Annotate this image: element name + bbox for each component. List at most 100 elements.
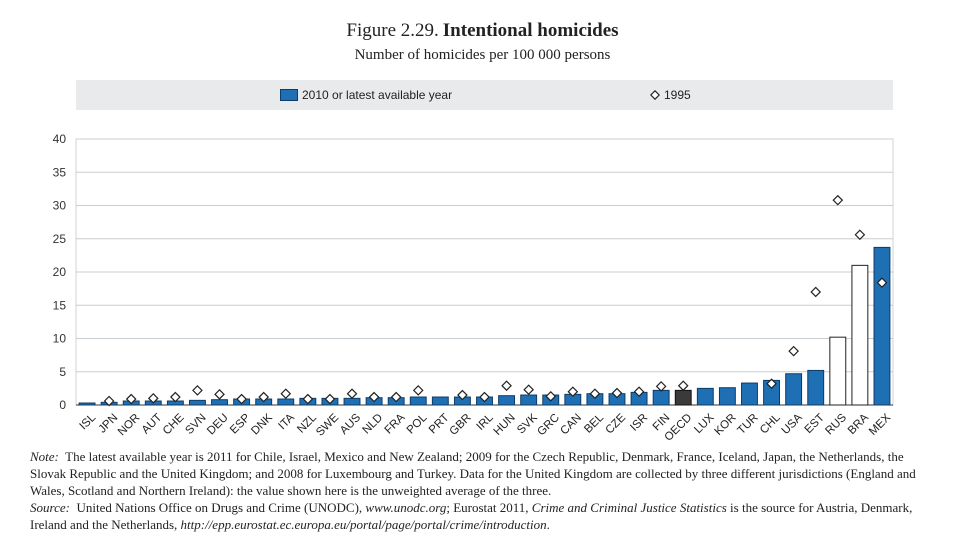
bar-mex: [873, 246, 891, 406]
bar-fin: [652, 389, 670, 406]
point-1995-hun: [501, 380, 512, 392]
y-tick-label-5: 5: [59, 365, 66, 379]
point-1995-nzl: [302, 393, 314, 405]
y-tick-label-25: 25: [53, 232, 67, 246]
bar-ita: [277, 398, 295, 406]
point-1995-fin: [655, 381, 667, 392]
point-1995-est: [810, 286, 822, 298]
figure-name: Intentional homicides: [442, 20, 619, 41]
x-tick-label-mex: MEX: [867, 411, 893, 437]
x-tick-label-pol: POL: [405, 411, 430, 436]
y-tick-label-35: 35: [53, 165, 67, 179]
bar-hun: [498, 395, 516, 406]
x-tick-label-chl: CHL: [758, 411, 783, 436]
x-tick-label-cze: CZE: [603, 411, 628, 436]
point-1995-irl: [479, 391, 490, 403]
x-tick-label-isl: ISL: [78, 411, 99, 432]
chart-title: Figure 2.29. Intentional homicides: [0, 20, 965, 42]
source-link-eurostat[interactable]: http://epp.eurostat.ec.europa.eu/portal/…: [180, 517, 547, 532]
point-1995-gbr: [457, 389, 468, 401]
x-tick-label-gbr: GBR: [448, 412, 474, 438]
figure-number: Figure 2.29.: [346, 20, 439, 41]
x-tick-label-esp: ESP: [228, 411, 253, 436]
legend: 2010 or latest available year 1995: [76, 80, 893, 110]
x-tick-label-svn: SVN: [183, 412, 208, 437]
x-tick-label-kor: KOR: [712, 412, 738, 438]
point-1995-grc: [545, 391, 557, 402]
legend-bar-label: 2010 or latest available year: [302, 88, 453, 102]
point-1995-nor: [125, 393, 137, 405]
x-tick-label-grc: GRC: [535, 412, 562, 439]
x-tick-label-bra: BRA: [846, 412, 871, 437]
point-1995-bel: [589, 388, 601, 400]
point-1995-swe: [324, 393, 336, 405]
x-tick-label-est: EST: [803, 412, 827, 436]
point-1995-nld: [368, 391, 380, 403]
point-1995-aus: [346, 388, 358, 400]
x-tick-label-ita: ITA: [276, 412, 297, 433]
bar-est: [807, 369, 825, 406]
x-tick-label-dnk: DNK: [249, 411, 275, 437]
x-tick-label-aut: AUT: [140, 412, 165, 437]
note-paragraph: Note: The latest available year is 2011 …: [30, 448, 935, 499]
y-tick-label-20: 20: [53, 265, 67, 279]
point-1995-pol: [412, 385, 424, 396]
legend-diamond-label: 1995: [664, 88, 691, 102]
x-tick-label-fra: FRA: [383, 411, 408, 436]
x-tick-label-che: CHE: [161, 411, 187, 437]
y-tick-label-40: 40: [53, 132, 67, 146]
x-tick-label-swe: SWE: [314, 412, 341, 439]
source-title: Crime and Criminal Justice Statistics: [531, 500, 727, 515]
bar-oecd: [674, 389, 692, 406]
bar-pol: [409, 396, 427, 406]
x-tick-label-nor: NOR: [116, 412, 143, 439]
source-end: .: [546, 517, 550, 532]
source-link-unodc[interactable]: www.unodc.org: [365, 500, 447, 515]
chart-subtitle: Number of homicides per 100 000 persons: [354, 47, 611, 63]
legend-item-diamond: 1995: [650, 88, 691, 102]
point-1995-cze: [611, 387, 623, 399]
source-text-3: is the source for Austria, Denmark, Irel…: [30, 500, 913, 532]
legend-bar-swatch: [280, 89, 298, 101]
bar-kor: [718, 387, 736, 406]
x-tick-label-hun: HUN: [492, 412, 518, 438]
x-tick-label-lux: LUX: [692, 411, 717, 436]
bar-deu: [211, 399, 228, 406]
bar-aus: [343, 397, 361, 406]
source-text-2: ; Eurostat 2011,: [446, 500, 532, 515]
x-tick-label-can: CAN: [558, 412, 584, 438]
point-1995-can: [567, 386, 579, 398]
bar-rus: [829, 336, 847, 406]
source-paragraph: Source: United Nations Office on Drugs a…: [30, 499, 935, 533]
point-1995-svk: [523, 384, 535, 396]
x-tick-label-svk: SVK: [515, 411, 540, 436]
bar-prt: [431, 396, 449, 406]
point-1995-isr: [633, 386, 645, 398]
x-tick-label-prt: PRT: [427, 412, 452, 437]
y-tick-label-30: 30: [53, 199, 67, 213]
bar-usa: [785, 373, 803, 406]
point-1995-oecd: [677, 380, 689, 392]
legend-item-bar: 2010 or latest available year: [280, 88, 452, 102]
footnote: Note: The latest available year is 2011 …: [30, 448, 935, 533]
note-text: The latest available year is 2011 for Ch…: [30, 449, 916, 498]
bar-bra: [851, 264, 869, 406]
x-tick-label-usa: USA: [780, 412, 805, 437]
x-tick-label-deu: DEU: [205, 412, 231, 438]
point-1995-bra: [854, 229, 866, 241]
bar-tur: [741, 382, 758, 406]
bar-svk: [520, 394, 538, 406]
point-1995-jpn: [103, 395, 115, 407]
x-tick-label-isr: ISR: [628, 412, 650, 434]
point-1995-ita: [280, 388, 292, 400]
x-tick-label-bel: BEL: [582, 411, 606, 435]
point-1995-chl: [766, 378, 777, 390]
source-label: Source:: [30, 500, 70, 515]
y-tick-label-15: 15: [53, 298, 67, 312]
point-1995-aut: [147, 393, 159, 404]
point-1995-dnk: [258, 391, 270, 403]
point-1995-mex: [876, 277, 888, 288]
bar-lux: [696, 387, 714, 406]
x-tick-label-aus: AUS: [338, 412, 363, 437]
y-tick-label-10: 10: [53, 332, 67, 346]
